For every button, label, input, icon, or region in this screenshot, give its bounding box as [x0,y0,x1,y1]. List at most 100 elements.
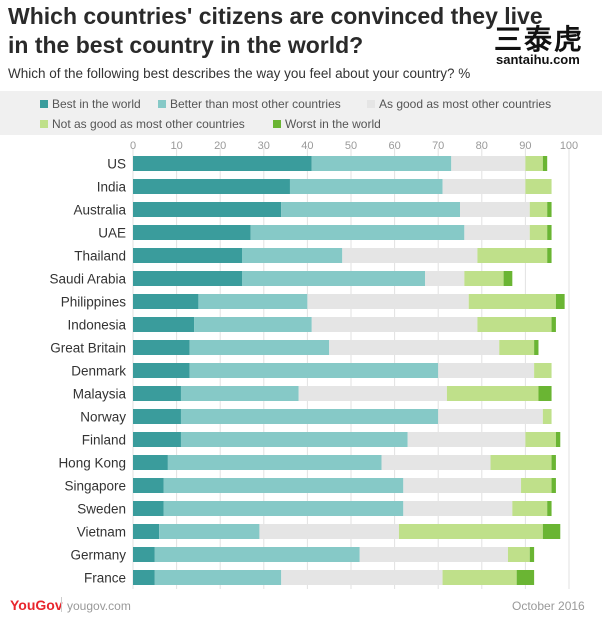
category-label: Finland [82,433,126,448]
bar-segment-better [242,248,343,263]
bar-segment-as_good [329,340,500,355]
bar-segment-better [167,455,382,470]
category-label: Great Britain [50,341,126,356]
bar-segment-not_as_good [521,478,552,493]
bar-segment-not_as_good [525,156,543,171]
category-label: Hong Kong [58,456,126,471]
bar-segment-as_good [442,179,526,194]
legend-label-better: Better than most other countries [170,97,341,111]
footer-divider [61,597,62,612]
bar-segment-not_as_good [525,179,552,194]
bar-segment-as_good [425,271,465,286]
bar-segment-better [189,340,330,355]
bar-segment-best [133,271,242,286]
bar-segment-as_good [307,294,469,309]
bar-segment-better [154,547,360,562]
x-tick-label: 40 [301,140,313,152]
bar-segment-as_good [403,478,522,493]
bar-segment-best [133,570,155,585]
category-label: Singapore [64,479,126,494]
bar-segment-best [133,294,199,309]
bar-segment-not_as_good [442,570,517,585]
bar-segment-better [194,317,312,332]
footer-date: October 2016 [512,599,585,613]
bar-segment-as_good [311,317,478,332]
legend-swatch-better [158,100,166,108]
bar-segment-best [133,340,190,355]
bar-segment-as_good [359,547,508,562]
bar-segment-best [133,478,164,493]
bar-segment-better [180,409,439,424]
bar-segment-not_as_good [507,547,530,562]
bar-segment-worst [538,386,552,401]
legend-item-worst: Worst in the world [273,117,381,131]
chart-subtitle: Which of the following best describes th… [8,66,471,81]
bar-segment-worst [547,225,552,240]
bar-segment-worst [547,202,552,217]
legend-label-as-good: As good as most other countries [379,97,552,111]
bar-segment-as_good [342,248,478,263]
bar-segment-best [133,317,195,332]
bar-segment-as_good [451,156,526,171]
bar-segment-better [289,179,443,194]
bar-segment-as_good [381,455,491,470]
bar-segment-not_as_good [468,294,556,309]
bar-segment-as_good [298,386,447,401]
bar-segment-worst [551,455,556,470]
bar-segment-as_good [438,363,535,378]
bar-segment-as_good [259,524,399,539]
bar-segment-worst [503,271,513,286]
category-label: Sweden [77,502,126,517]
bar-segment-not_as_good [529,202,548,217]
x-tick-label: 30 [258,140,270,152]
bar-segment-best [133,455,168,470]
bar-segment-worst [555,432,561,447]
category-label: Thailand [74,249,126,264]
bar-segment-best [133,248,242,263]
bar-segment-better [242,271,426,286]
bar-segment-worst [529,547,535,562]
bar-segment-worst [547,501,552,516]
x-tick-label: 60 [388,140,400,152]
legend-item-best: Best in the world [40,97,141,111]
category-label: Vietnam [77,525,126,540]
chart-title: Which countries' citizens are convinced … [8,3,543,58]
x-tick-label: 50 [345,140,357,152]
category-label: India [97,180,127,195]
bar-segment-better [189,363,439,378]
category-label: UAE [98,226,126,241]
bar-segment-worst [534,340,539,355]
watermark-logo: 三泰虎 [494,23,585,56]
bar-segment-not_as_good [490,455,552,470]
bar-segment-not_as_good [477,317,552,332]
bar-segment-better [198,294,308,309]
category-label: US [107,157,126,172]
bar-segment-best [133,386,181,401]
category-label: France [84,571,126,586]
bar-segment-not_as_good [477,248,548,263]
bar-segment-best [133,179,290,194]
bar-segment-best [133,432,181,447]
yougov-logo: YouGov [10,597,63,613]
category-label: Indonesia [67,318,126,333]
footer-url: yougov.com [67,599,131,613]
x-tick-label: 10 [170,140,182,152]
legend-swatch-not-as-good [40,120,48,128]
bar-segment-as_good [438,409,543,424]
bar-segment-better [281,202,460,217]
category-label: Philippines [61,295,127,310]
legend-item-not-as-good: Not as good as most other countries [40,117,245,131]
x-tick-label: 80 [476,140,488,152]
legend: Best in the world Better than most other… [0,91,602,135]
bar-segment-better [250,225,465,240]
bar-segment-worst [551,317,556,332]
bar-segment-better [163,478,404,493]
bar-segment-worst [551,478,556,493]
bar-segment-worst [555,294,565,309]
bar-segment-not_as_good [512,501,548,516]
legend-label-not-as-good: Not as good as most other countries [52,117,245,131]
bar-segment-not_as_good [542,409,552,424]
bar-segment-best [133,409,181,424]
x-tick-label: 90 [519,140,531,152]
bar-segment-worst [542,524,561,539]
